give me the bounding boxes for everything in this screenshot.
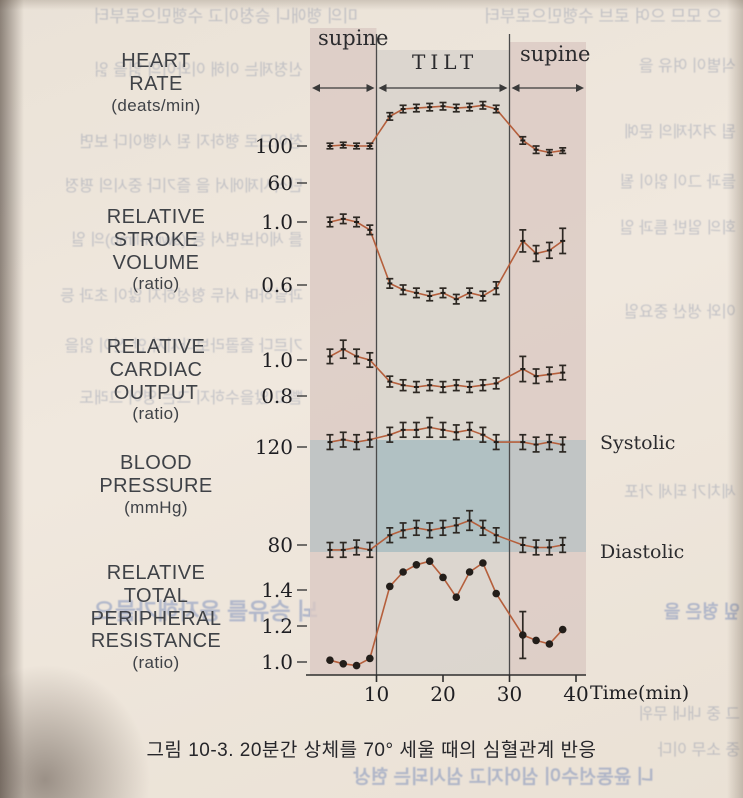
phase-bands bbox=[310, 28, 586, 675]
svg-text:20: 20 bbox=[430, 682, 455, 706]
label-line: BLOOD bbox=[119, 452, 193, 474]
svg-text:0.8: 0.8 bbox=[261, 384, 293, 408]
label-line: RESISTANCE bbox=[90, 630, 222, 653]
label-unit: (ratio) bbox=[132, 653, 180, 673]
phase-label-supine-1: supine bbox=[318, 26, 389, 50]
svg-text:60: 60 bbox=[268, 171, 293, 195]
peripheral-resistance-axis-label: RELATIVE TOTAL PERIPHERAL RESISTANCE (ra… bbox=[30, 562, 282, 673]
label-unit: (ratio) bbox=[132, 404, 180, 424]
phase-arrows bbox=[312, 84, 584, 92]
svg-text:40: 40 bbox=[563, 682, 588, 706]
label-line: PERIPHERAL bbox=[90, 607, 222, 630]
panel-relative-cardiac-output: 1.0 0.8 bbox=[261, 339, 567, 408]
label-line: VOLUME bbox=[112, 251, 200, 274]
systolic-label: Systolic bbox=[600, 432, 676, 454]
phase-label-tilt: TILT bbox=[412, 50, 479, 74]
x-axis-title: Time(min) bbox=[590, 682, 690, 704]
label-line: HEART bbox=[121, 50, 191, 72]
label-line: OUTPUT bbox=[113, 381, 199, 404]
cardiac-output-axis-label: RELATIVE CARDIAC OUTPUT (ratio) bbox=[30, 336, 282, 424]
phase-label-supine-2: supine bbox=[520, 42, 591, 66]
svg-text:0.6: 0.6 bbox=[261, 273, 293, 297]
svg-text:1.0: 1.0 bbox=[261, 348, 293, 372]
svg-text:1.0: 1.0 bbox=[261, 650, 293, 674]
label-unit: (deats/min) bbox=[111, 95, 201, 115]
diastolic-label: Diastolic bbox=[600, 541, 685, 563]
panel-blood-pressure: 120 80 bbox=[255, 416, 567, 559]
label-line: STROKE bbox=[113, 228, 199, 251]
svg-text:30: 30 bbox=[497, 682, 522, 706]
label-line: RELATIVE bbox=[106, 562, 206, 584]
label-line: CARDIAC bbox=[109, 358, 203, 381]
phase-boundary-lines bbox=[375, 34, 511, 675]
label-line: PRESSURE bbox=[99, 474, 213, 497]
blood-pressure-axis-label: BLOOD PRESSURE (mmHg) bbox=[30, 452, 282, 517]
label-line: RATE bbox=[129, 72, 183, 95]
label-line: RELATIVE bbox=[106, 206, 206, 228]
label-line: TOTAL bbox=[123, 584, 189, 607]
label-line: RELATIVE bbox=[106, 336, 206, 358]
label-unit: (mmHg) bbox=[124, 497, 188, 517]
svg-text:1.0: 1.0 bbox=[261, 210, 293, 234]
panel-relative-total-peripheral-resistance: 1.4 1.2 1.0 bbox=[261, 557, 567, 674]
stroke-volume-axis-label: RELATIVE STROKE VOLUME (ratio) bbox=[30, 206, 282, 294]
heart-rate-axis-label: HEART RATE (deats/min) bbox=[30, 50, 282, 115]
svg-text:80: 80 bbox=[268, 533, 293, 557]
panel-heart-rate: 100 60 bbox=[255, 100, 567, 195]
svg-text:1.2: 1.2 bbox=[261, 614, 293, 638]
panel-relative-stroke-volume: 1.0 0.6 bbox=[261, 210, 567, 305]
svg-text:10: 10 bbox=[364, 682, 389, 706]
bp-shaded-band bbox=[310, 440, 586, 552]
svg-text:1.4: 1.4 bbox=[261, 578, 293, 602]
figure-caption: 그림 10-3. 20분간 상체를 70° 세울 때의 심혈관계 반응 bbox=[146, 740, 597, 761]
x-axis: 10 20 30 40 bbox=[306, 674, 589, 706]
svg-text:100: 100 bbox=[255, 134, 293, 158]
label-unit: (ratio) bbox=[132, 274, 180, 294]
svg-text:120: 120 bbox=[255, 435, 293, 459]
